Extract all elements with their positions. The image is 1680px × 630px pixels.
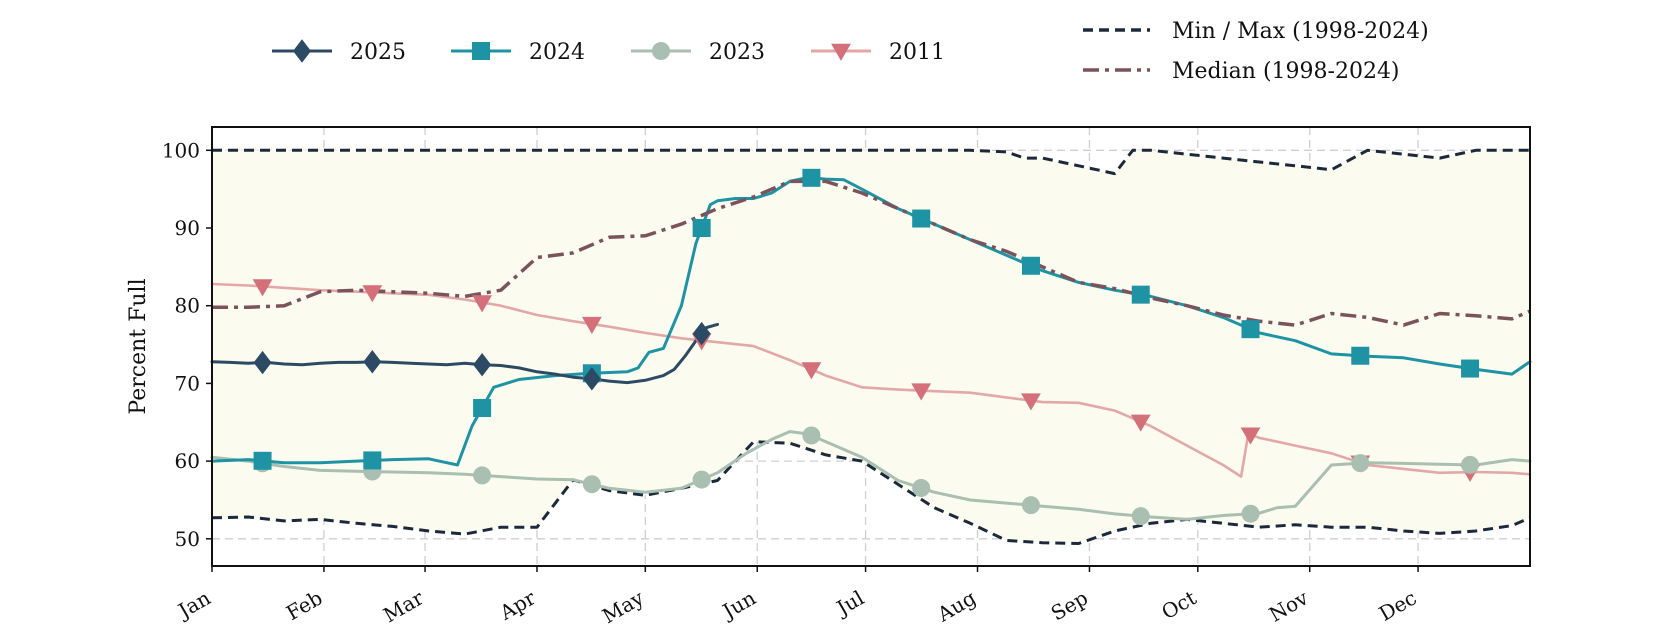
marker-2025: [582, 367, 601, 391]
plot-frame: [211, 126, 1531, 567]
x-tick-label: Sep: [1047, 586, 1092, 626]
marker-2024: [1021, 256, 1040, 275]
legend: 2025 2024 2023 2011 Min / Max (1998-2024) Med…: [272, 19, 1429, 84]
marker-2024: [1131, 285, 1150, 304]
x-tick-label: Feb: [282, 586, 326, 625]
x-axis: Jan Feb Mar Apr May Jun Jul Aug Sep Oct Nov Dec: [172, 566, 1421, 628]
legend-label: 2023: [709, 40, 765, 65]
marker-2024: [473, 399, 492, 418]
y-tick-label: 80: [175, 294, 200, 318]
legend-label: 2024: [529, 40, 585, 65]
legend-item-2023: 2023: [631, 40, 765, 65]
series-line-min-max-1998-2024: [212, 148, 1530, 176]
x-tick-label: Jun: [717, 585, 760, 624]
marker-2024: [253, 451, 272, 470]
marker-2023: [473, 466, 492, 485]
marker-2024: [692, 219, 711, 238]
marker-2024: [1461, 359, 1480, 378]
legend-marker: [831, 43, 851, 61]
marker-2023: [912, 478, 931, 497]
marker-2024: [912, 209, 931, 228]
legend-label: Min / Max (1998-2024): [1172, 19, 1429, 44]
legend-label: Median (1998-2024): [1172, 59, 1400, 84]
x-tick-label: Aug: [932, 585, 980, 626]
marker-2011: [801, 362, 822, 380]
marker-2011: [1021, 393, 1041, 411]
marker-2023: [1461, 455, 1480, 474]
legend-item-2011: 2011: [811, 40, 945, 65]
x-tick-label: May: [598, 585, 648, 628]
series-line-2023: [210, 430, 1532, 521]
x-tick-label: Dec: [1375, 586, 1421, 626]
min-max-band: [212, 150, 1530, 544]
legend-item-median-1998-2024: Median (1998-2024): [1083, 59, 1400, 84]
x-tick-label: Oct: [1157, 586, 1200, 625]
marker-2023: [1241, 504, 1260, 523]
legend-marker: [472, 42, 490, 60]
marker-2011: [1130, 414, 1151, 432]
y-tick-label: 70: [175, 371, 200, 395]
y-tick-label: 50: [175, 527, 200, 551]
legend-item-2025: 2025: [272, 39, 406, 65]
marker-2025: [473, 352, 492, 377]
marker-2023: [692, 470, 711, 489]
marker-2023: [1021, 496, 1040, 515]
marker-2023: [802, 426, 821, 445]
marker-2011: [362, 285, 383, 303]
x-tick-label: Nov: [1265, 585, 1313, 627]
legend-marker: [652, 42, 670, 60]
y-tick-label: 60: [175, 449, 200, 473]
legend-item-min-max-1998-2024: Min / Max (1998-2024): [1083, 19, 1429, 44]
band-fill: [212, 150, 1530, 544]
marker-2025: [692, 321, 711, 346]
marker-2023: [1351, 454, 1370, 473]
y-axis: 50 60 70 80 90 100: [162, 138, 212, 551]
marker-2011: [472, 295, 492, 313]
marker-2011: [252, 279, 273, 297]
legend-item-2024: 2024: [451, 40, 585, 65]
series-line-median-1998-2024: [212, 179, 1531, 327]
marker-2025: [363, 350, 382, 374]
series-line-min: [211, 440, 1531, 545]
x-tick-label: Mar: [379, 585, 428, 627]
marker-2024: [1351, 346, 1370, 365]
marker-2025: [253, 350, 272, 375]
marker-2024: [1241, 320, 1260, 339]
marker-2011: [911, 383, 932, 401]
marker-2024: [363, 451, 382, 470]
y-axis-label: Percent Full: [126, 278, 151, 414]
marker-2023: [1131, 507, 1150, 526]
legend-label: 2011: [889, 40, 945, 65]
y-tick-label: 90: [175, 216, 200, 240]
x-tick-label: Jul: [831, 586, 868, 621]
series-markers: [252, 168, 1480, 526]
x-tick-label: Jan: [172, 585, 214, 623]
legend-marker: [293, 39, 311, 63]
x-tick-label: Apr: [495, 585, 540, 625]
marker-2023: [582, 475, 601, 494]
y-tick-label: 100: [162, 138, 200, 162]
marker-2024: [802, 168, 821, 187]
marker-2011: [581, 316, 602, 334]
marker-2011: [1240, 427, 1261, 445]
legend-label: 2025: [350, 40, 406, 65]
